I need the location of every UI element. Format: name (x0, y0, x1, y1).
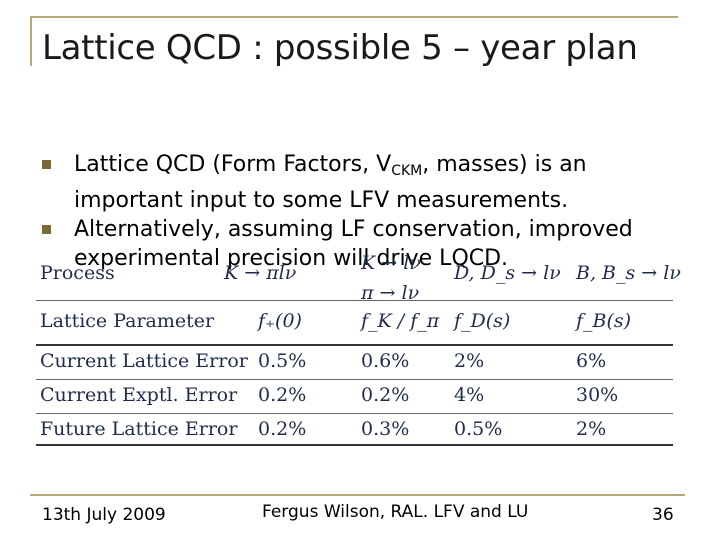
cell-value: 0.2% (361, 384, 410, 406)
cell-value: 30% (576, 384, 619, 406)
process-label: Process (40, 262, 115, 284)
cell-value: 4% (454, 384, 485, 406)
footer-date: 13th July 2009 (42, 505, 166, 525)
table-row: Future Lattice Error 0.2% 0.3% 0.5% 2% (36, 418, 676, 448)
table-row: Current Exptl. Error 0.2% 0.2% 4% 30% (36, 384, 676, 414)
bullet-item: Lattice QCD (Form Factors, VCKM, masses)… (42, 150, 682, 215)
cell-value: 6% (576, 350, 607, 372)
title-frame-left (30, 16, 32, 66)
cell-value: 0.2% (258, 418, 307, 440)
cell-value: 2% (576, 418, 607, 440)
table-row: Current Lattice Error 0.5% 0.6% 2% 6% (36, 350, 676, 380)
header-fb: f_B(s) (576, 310, 632, 332)
bullet-text: Alternatively, assuming LF conservation,… (74, 217, 633, 271)
process-d-lnu: D, D_s → lν (454, 262, 561, 284)
header-lattice-parameter: Lattice Parameter (40, 310, 215, 332)
cell-value: 0.6% (361, 350, 410, 372)
slide-title: Lattice QCD : possible 5 – year plan (42, 28, 638, 68)
header-fplus: f₊(0) (258, 310, 302, 332)
table-process-row: Process K → πlν K → lν π → lν D, D_s → l… (36, 252, 681, 304)
footer-rule (30, 494, 685, 496)
table-rule (36, 379, 673, 380)
title-frame-top (30, 16, 678, 18)
table-rule (36, 413, 673, 414)
header-fd: f_D(s) (454, 310, 511, 332)
ckm-subscript: CKM (391, 163, 423, 179)
bullet-text-rest: , masses) is an important input to some … (74, 152, 587, 213)
row-label: Future Lattice Error (40, 418, 238, 440)
page-number: 36 (652, 505, 674, 525)
cell-value: 0.5% (258, 350, 307, 372)
cell-value: 0.2% (258, 384, 307, 406)
row-label: Current Exptl. Error (40, 384, 238, 406)
square-bullet-icon (42, 160, 51, 169)
row-label: Current Lattice Error (40, 350, 248, 372)
table-rule (36, 300, 673, 301)
cell-value: 2% (454, 350, 485, 372)
table-rule (36, 444, 673, 446)
footer-author: Fergus Wilson, RAL. LFV and LU (262, 502, 529, 522)
header-fk-fpi: f_K / f_π (361, 310, 440, 332)
process-pi-lnu: π → lν (361, 282, 420, 304)
bullet-list: Lattice QCD (Form Factors, VCKM, masses)… (42, 150, 682, 273)
square-bullet-icon (42, 225, 51, 234)
bullet-item: Alternatively, assuming LF conservation,… (42, 215, 682, 273)
process-k-pilnu: K → πlν (224, 262, 297, 284)
table-header-row: Lattice Parameter f₊(0) f_K / f_π f_D(s)… (36, 310, 676, 340)
table-rule (36, 344, 673, 346)
process-k-lnu: K → lν (361, 252, 421, 274)
bullet-text: Lattice QCD (Form Factors, V (74, 152, 392, 177)
cell-value: 0.5% (454, 418, 503, 440)
process-b-lnu: B, B_s → lν (576, 262, 681, 284)
cell-value: 0.3% (361, 418, 410, 440)
